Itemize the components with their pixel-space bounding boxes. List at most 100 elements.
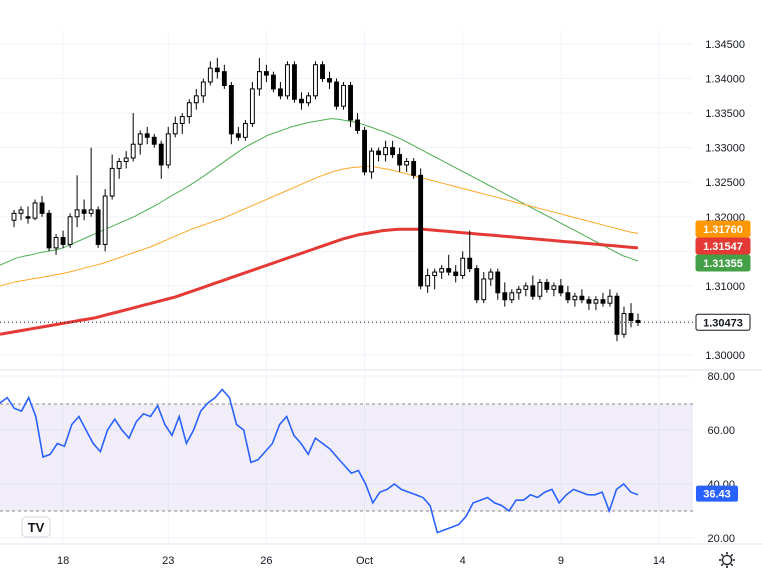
candle (397, 147, 403, 172)
candle (579, 289, 585, 304)
time-tick-label: 9 (558, 555, 564, 567)
candle (635, 313, 641, 326)
candle (144, 126, 150, 145)
price-tick-label: 1.32500 (705, 177, 745, 189)
candle (18, 206, 24, 221)
candle (130, 113, 136, 162)
candle (214, 57, 220, 79)
candle (256, 57, 262, 96)
candle (67, 213, 73, 248)
candle (102, 189, 108, 252)
candle (299, 92, 304, 110)
candle (334, 78, 339, 110)
candle (614, 292, 620, 342)
candle (628, 303, 634, 328)
candle (425, 268, 431, 293)
price-label: 1.30473 (695, 313, 751, 331)
time-tick-label: 14 (653, 555, 665, 567)
candle (558, 278, 564, 297)
candle (320, 61, 325, 83)
candle (418, 168, 424, 290)
candle (474, 265, 480, 304)
price-tick-label: 1.33500 (705, 108, 745, 120)
candle (439, 265, 445, 279)
candle (151, 133, 157, 148)
rsi-value-text: 36.43 (703, 489, 731, 501)
price-tick-label: 1.34500 (705, 39, 745, 51)
candle (158, 140, 164, 179)
candle (193, 88, 199, 110)
candle (432, 268, 438, 290)
candle (53, 234, 59, 255)
candle (495, 268, 501, 300)
candle (488, 268, 494, 286)
candle (411, 158, 417, 179)
candle (11, 209, 17, 228)
time-tick-label: Oct (356, 555, 373, 567)
settings-gear-icon[interactable] (719, 552, 735, 568)
candle (327, 71, 332, 89)
price-tick-label: 1.33000 (705, 143, 745, 155)
candle (369, 147, 375, 179)
time-tick-label: 4 (460, 555, 466, 567)
candle (600, 292, 606, 307)
candle (186, 99, 192, 124)
candle (390, 140, 396, 159)
candle (249, 82, 255, 127)
candle (32, 199, 38, 221)
candle (355, 113, 360, 134)
candle (25, 206, 31, 224)
candle (88, 147, 94, 217)
candle (446, 254, 452, 276)
candle (109, 154, 115, 200)
rsi-tick-label: 80.00 (707, 371, 735, 383)
time-axis[interactable]: 18 23 26 Oct 4 9 14 (57, 555, 665, 567)
candle (60, 230, 66, 248)
moving-average-line (0, 165, 639, 287)
candle (292, 61, 297, 103)
rsi-value-label: 36.43 (696, 485, 738, 502)
price-label: 1.31355 (695, 254, 751, 272)
candle (277, 82, 283, 100)
price-label-text: 1.31760 (703, 224, 743, 236)
price-axis[interactable]: 1.345001.340001.335001.330001.325001.320… (705, 39, 745, 362)
candle (341, 82, 346, 110)
price-tick-label: 1.30000 (705, 350, 745, 362)
moving-average-line (0, 227, 639, 336)
candle (221, 64, 227, 89)
logo-text: TV (28, 520, 45, 535)
candle (383, 140, 389, 162)
moving-average-line (0, 118, 639, 266)
candle (607, 289, 613, 307)
candle (228, 82, 234, 145)
candle (537, 278, 543, 300)
candle (467, 230, 473, 273)
candle (137, 130, 143, 155)
candle (509, 289, 515, 304)
candle (242, 120, 248, 141)
candle (404, 158, 410, 172)
rsi-tick-label: 20.00 (707, 533, 735, 545)
candle (586, 296, 592, 311)
grid-lines (0, 30, 693, 544)
candle (621, 306, 627, 338)
candle (313, 61, 318, 100)
candle (453, 265, 459, 283)
candle (116, 158, 122, 179)
price-label: 1.31547 (695, 237, 751, 255)
candle (200, 78, 206, 103)
tradingview-logo[interactable]: TV (21, 516, 51, 538)
candle (207, 61, 213, 86)
price-label-text: 1.31355 (703, 258, 743, 270)
candle (95, 206, 101, 248)
candle (544, 278, 550, 293)
time-tick-label: 23 (162, 555, 174, 567)
candle (551, 282, 557, 297)
candle (172, 116, 178, 138)
candle (306, 92, 311, 107)
price-label-text: 1.31547 (703, 241, 743, 253)
price-tick-label: 1.31000 (705, 281, 745, 293)
candle (285, 61, 290, 100)
